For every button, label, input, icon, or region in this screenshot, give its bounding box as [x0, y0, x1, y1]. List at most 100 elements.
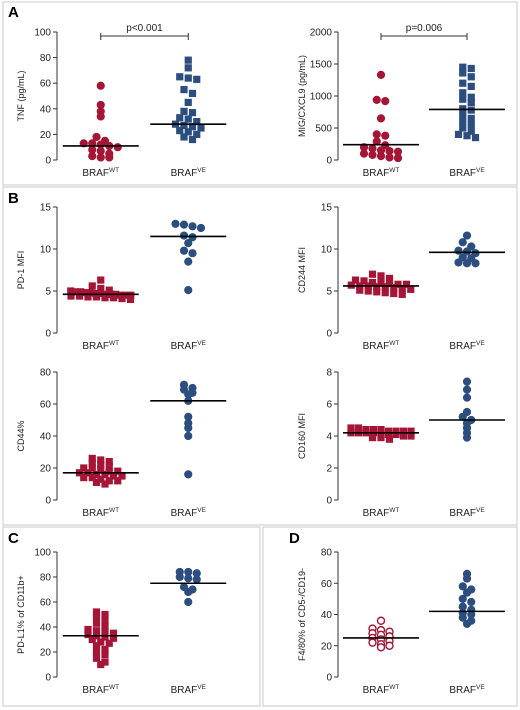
y-tick-label: 1500 [310, 60, 333, 71]
data-point-wt [97, 289, 105, 298]
data-point-wt [105, 477, 113, 485]
data-point-wt [114, 467, 122, 475]
data-point-wt [359, 149, 369, 158]
data-point-wt [105, 286, 113, 294]
data-point-ve [459, 95, 467, 103]
y-tick-label: 20 [40, 130, 52, 141]
y-tick-label: 0 [45, 496, 51, 507]
data-point-ve [184, 115, 192, 123]
data-point-wt [96, 146, 105, 156]
data-point-wt [368, 144, 377, 153]
data-point-ve [188, 249, 197, 258]
data-point-wt [88, 152, 97, 161]
data-point-wt [373, 288, 381, 296]
data-point-wt [87, 289, 95, 297]
data-point-wt [109, 629, 118, 637]
category-label-ve: BRAFVE [449, 167, 485, 179]
y-axis-label: PD-L1% of CD11b+ [16, 575, 26, 654]
y-tick-label: 0 [326, 496, 332, 507]
data-point-ve [192, 569, 201, 578]
data-point-wt [114, 477, 122, 485]
data-point-ve [193, 118, 201, 126]
data-point-wt [368, 279, 377, 287]
data-point-wt [381, 283, 389, 291]
y-axis-label: TNF (pg/mL) [16, 70, 26, 121]
y-axis-label: CD44% [16, 420, 26, 451]
data-point-wt [101, 617, 109, 625]
data-point-wt [92, 648, 101, 656]
data-point-ve [462, 619, 472, 628]
data-point-ve [467, 597, 476, 607]
panel-frame-d [262, 526, 518, 707]
y-tick-label: 40 [321, 610, 333, 621]
data-point-wt [92, 627, 101, 635]
y-tick-label: 60 [321, 579, 333, 590]
data-point-ve [462, 377, 472, 386]
data-point-wt [101, 610, 109, 619]
y-tick-label: 4 [326, 432, 332, 443]
data-point-wt [97, 466, 105, 474]
data-point-ve [471, 134, 480, 142]
data-point-ve [184, 597, 193, 607]
data-point-wt [105, 467, 113, 475]
data-point-wt [393, 153, 403, 163]
data-point-wt [101, 650, 109, 659]
data-point-ve [184, 574, 193, 583]
data-point-ve [184, 64, 192, 72]
data-point-ve [459, 79, 467, 87]
data-point-ve [184, 74, 192, 82]
data-point-wt [127, 291, 135, 299]
data-point-ve [179, 220, 189, 229]
data-point-wt [88, 635, 96, 644]
data-point-ve [192, 575, 201, 584]
y-tick-label: 40 [40, 432, 52, 443]
y-tick-label: 0 [326, 673, 332, 684]
data-point-ve [462, 231, 472, 240]
data-point-wt [109, 634, 118, 642]
data-point-wt [381, 131, 390, 140]
y-tick-label: 20 [40, 464, 52, 475]
y-tick-label: 8 [326, 368, 332, 379]
y-tick-label: 2 [326, 464, 332, 475]
data-point-wt [364, 287, 372, 295]
data-point-ve [184, 390, 193, 399]
data-point-wt [402, 280, 411, 288]
data-point-ve [171, 219, 180, 228]
data-point-wt [92, 642, 101, 650]
data-point-wt [92, 132, 101, 142]
data-point-wt [80, 474, 88, 482]
data-point-wt [385, 274, 394, 282]
panel-letter-c: C [8, 530, 19, 547]
data-point-ve [459, 111, 467, 119]
data-point-ve [467, 64, 475, 73]
data-point-wt [376, 152, 386, 161]
data-point-wt [399, 432, 408, 440]
data-point-ve [188, 135, 197, 144]
data-point-wt [97, 638, 105, 646]
y-tick-label: 6 [326, 400, 332, 411]
data-point-ve [188, 233, 197, 242]
y-tick-label: 100 [34, 28, 51, 39]
y-tick-label: 1000 [310, 92, 333, 103]
y-axis-label: F4/80% of CD5-/CD19- [297, 568, 307, 661]
category-label-wt: BRAFWT [363, 167, 400, 179]
panel-frame-b [2, 186, 518, 526]
data-point-wt [372, 95, 381, 104]
data-point-ve [184, 431, 193, 441]
data-point-wt [360, 277, 368, 285]
data-point-wt [376, 70, 386, 79]
category-label-ve: BRAFVE [171, 684, 207, 696]
data-point-ve [459, 118, 467, 126]
category-label-wt: BRAFWT [82, 340, 119, 352]
data-point-ve [467, 127, 475, 135]
data-point-ve [180, 121, 188, 130]
data-point-ve [184, 423, 193, 433]
data-point-wt [101, 633, 109, 641]
y-tick-label: 500 [315, 124, 332, 135]
data-point-wt [122, 291, 130, 299]
data-point-wt [376, 114, 386, 123]
y-tick-label: 40 [40, 623, 52, 634]
data-point-wt [96, 112, 105, 121]
data-point-wt [372, 130, 381, 139]
